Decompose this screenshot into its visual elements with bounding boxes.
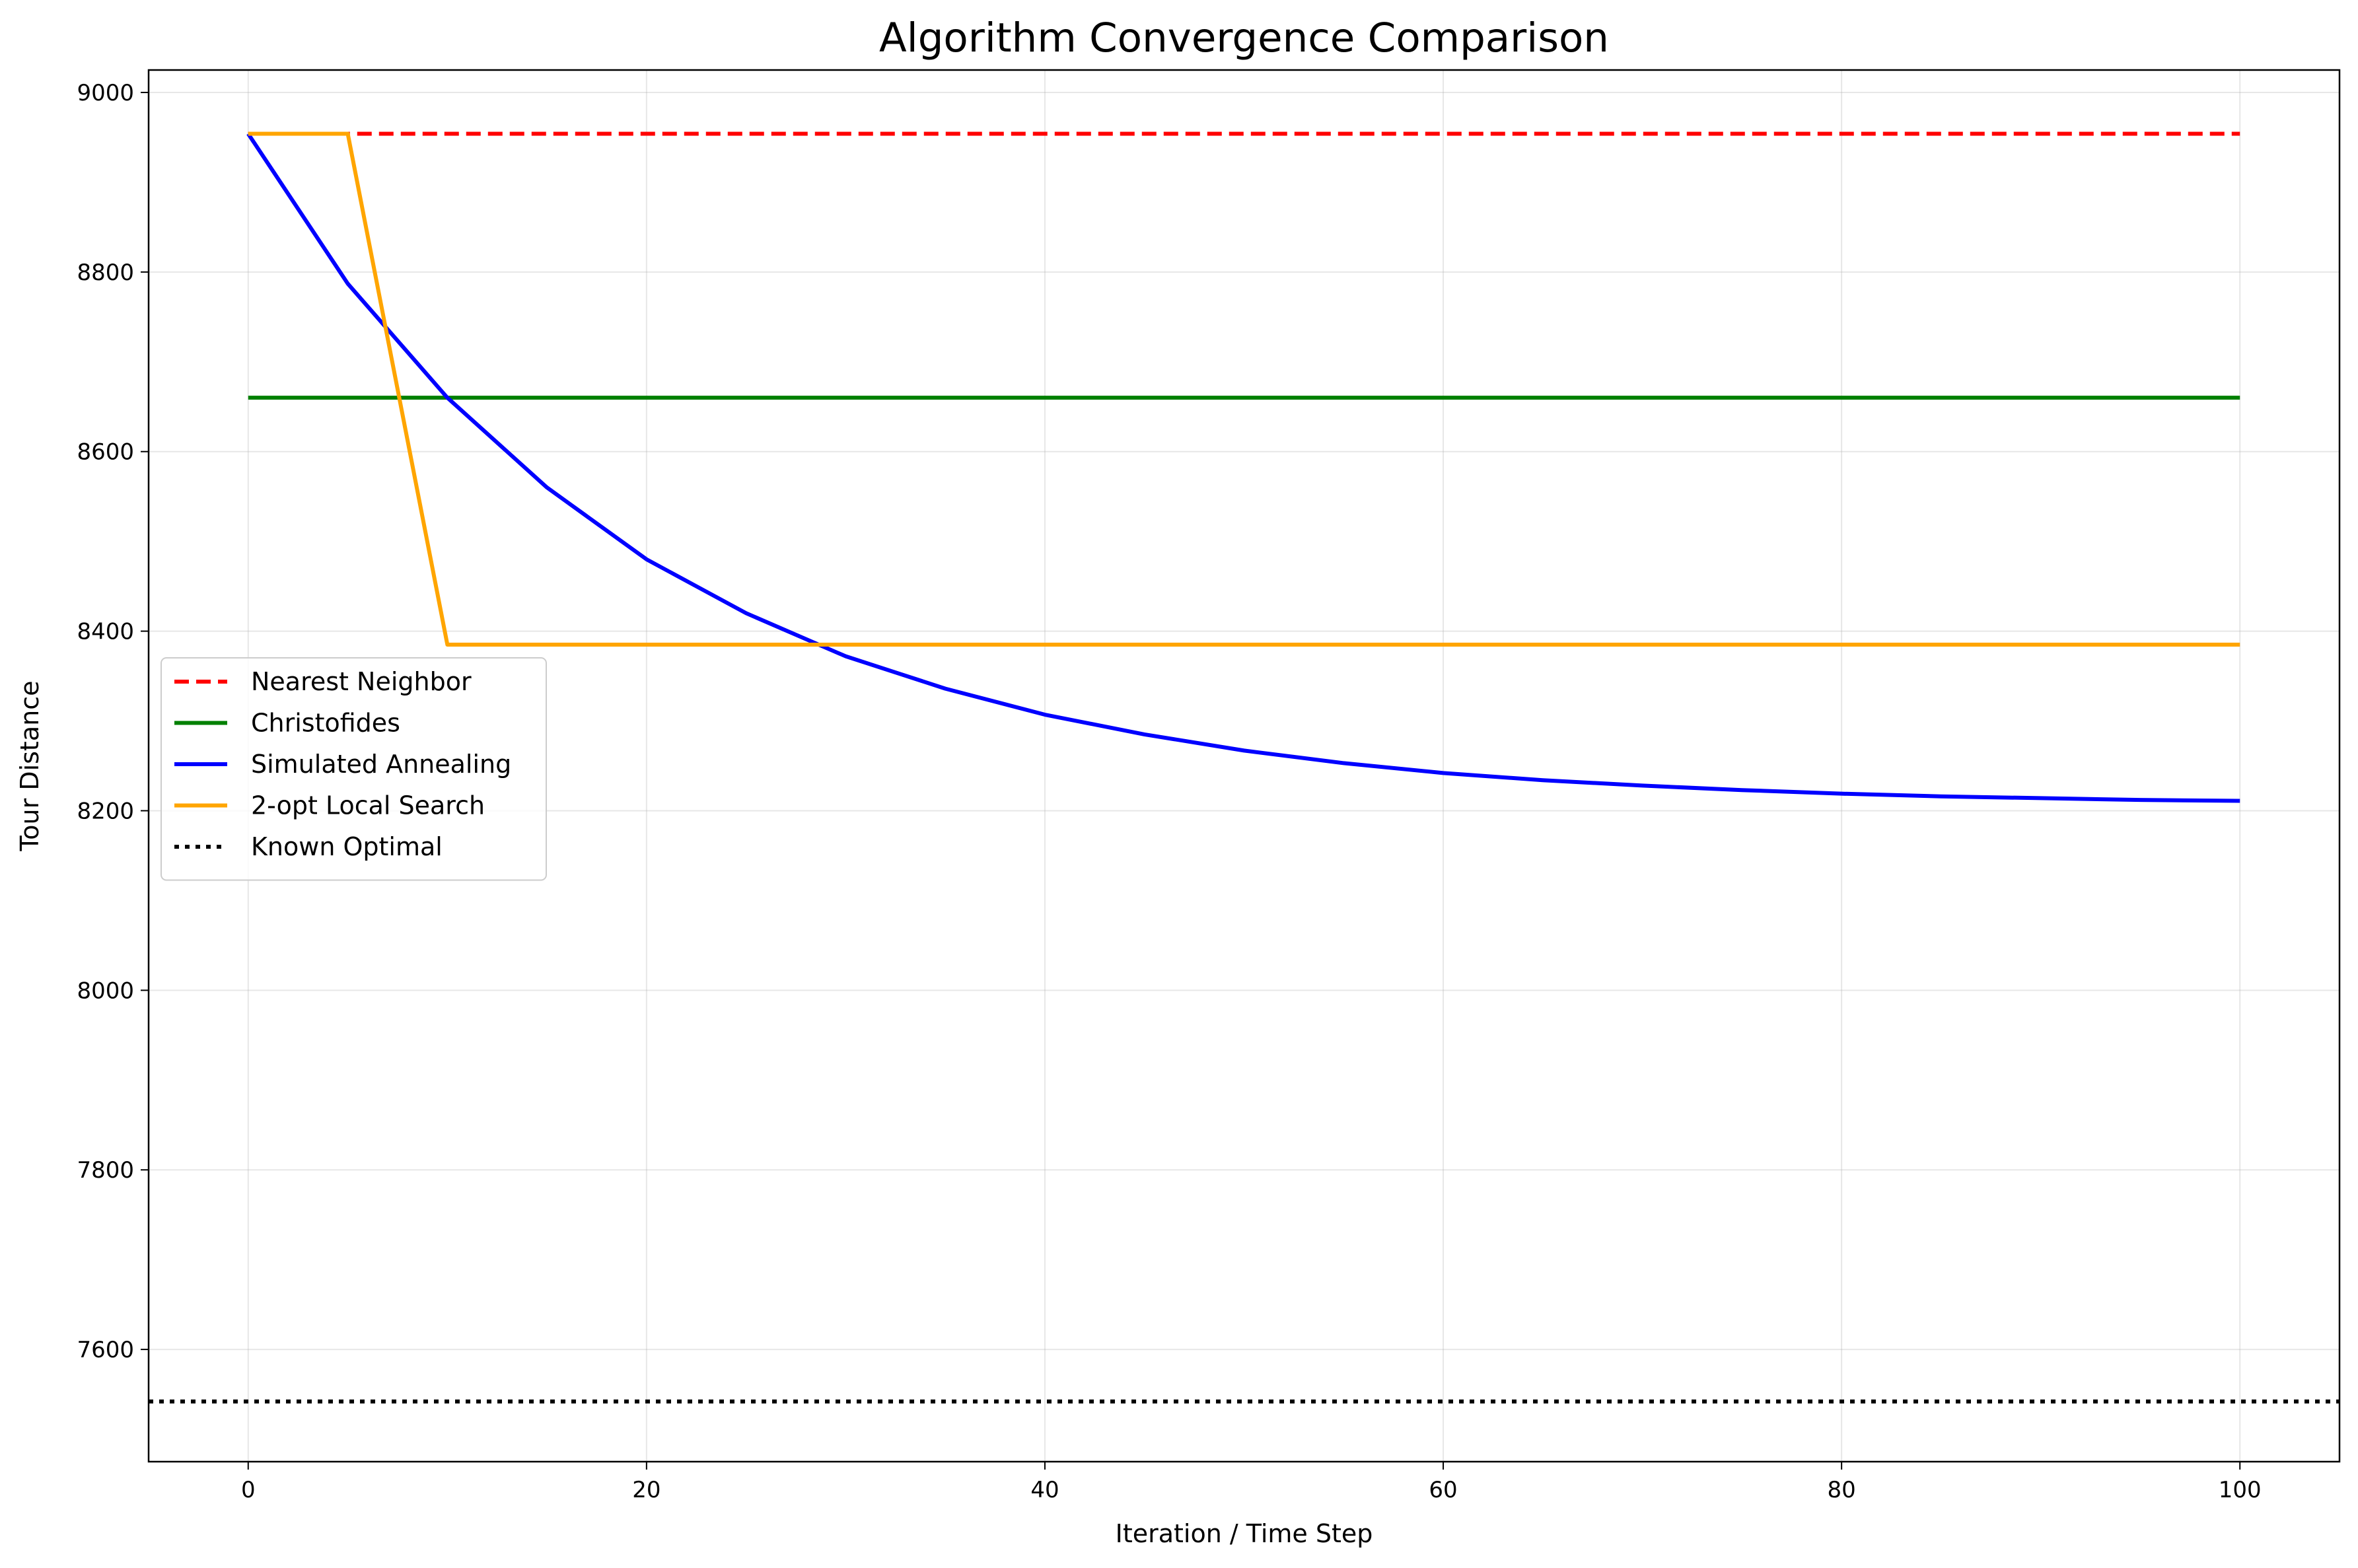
legend-label: Known Optimal xyxy=(251,832,443,861)
legend: Nearest Neighbor Christofides Simulated An… xyxy=(161,657,547,881)
x-tick-label: 0 xyxy=(241,1477,256,1503)
y-tick-label: 9000 xyxy=(77,80,134,106)
y-axis-label: Tour Distance xyxy=(15,681,44,852)
axis-ticks: 0 20 40 60 80 100 7600 7800 8000 8200 8400 8600 8800… xyxy=(77,80,2261,1503)
x-tick-label: 100 xyxy=(2219,1477,2262,1503)
x-tick-label: 20 xyxy=(632,1477,661,1503)
legend-label: Nearest Neighbor xyxy=(251,667,472,696)
series-layer xyxy=(149,131,2340,1404)
legend-label: Christofides xyxy=(251,709,400,738)
y-tick-label: 8800 xyxy=(77,260,134,286)
y-tick-label: 8600 xyxy=(77,439,134,466)
x-axis-label: Iteration / Time Step xyxy=(1116,1519,1373,1548)
y-tick-label: 8000 xyxy=(77,978,134,1004)
x-tick-label: 40 xyxy=(1030,1477,1059,1503)
y-tick-label: 8400 xyxy=(77,619,134,645)
x-tick-label: 80 xyxy=(1828,1477,1856,1503)
chart-title: Algorithm Convergence Comparison xyxy=(879,15,1609,61)
y-tick-label: 8200 xyxy=(77,798,134,824)
legend-label: 2-opt Local Search xyxy=(251,791,485,820)
legend-box xyxy=(161,657,547,881)
y-tick-label: 7800 xyxy=(77,1157,134,1184)
y-tick-label: 7600 xyxy=(77,1337,134,1363)
x-tick-label: 60 xyxy=(1429,1477,1457,1503)
series-line-2-opt-local-search xyxy=(248,131,2240,647)
series-line-simulated-annealing xyxy=(246,132,2240,803)
grid-lines xyxy=(149,70,2340,1462)
plot-frame xyxy=(147,69,2341,1463)
legend-label: Simulated Annealing xyxy=(251,750,511,779)
